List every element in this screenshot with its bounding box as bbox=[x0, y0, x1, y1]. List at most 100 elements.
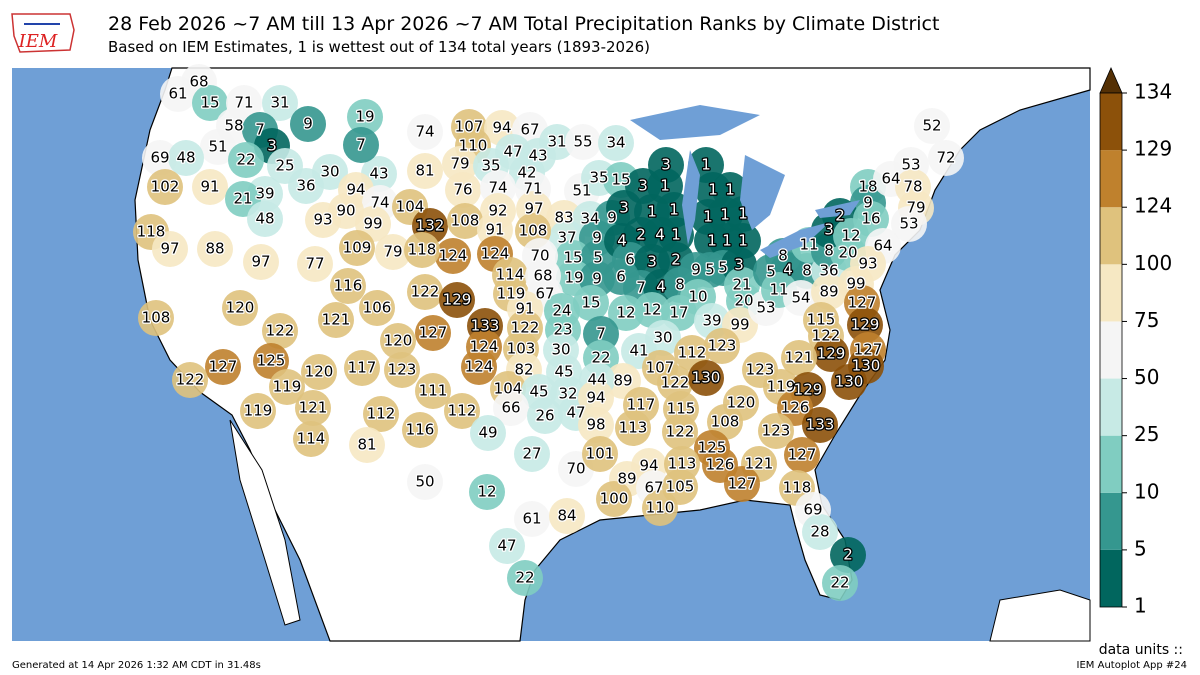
district-rank: 102 bbox=[151, 178, 180, 196]
district-rank: 3 bbox=[824, 221, 834, 239]
district-rank: 104 bbox=[396, 198, 425, 216]
district-rank: 53 bbox=[756, 299, 775, 317]
district-rank: 1 bbox=[738, 205, 748, 223]
district-rank: 68 bbox=[189, 73, 208, 91]
district-rank: 7 bbox=[636, 279, 646, 297]
district-rank: 8 bbox=[778, 247, 788, 265]
district bbox=[407, 153, 443, 189]
district-rank: 99 bbox=[846, 275, 865, 293]
colorbar-tick-label: 134 bbox=[1134, 80, 1172, 104]
district bbox=[344, 350, 380, 386]
district-rank: 48 bbox=[255, 210, 274, 228]
district-rank: 1 bbox=[671, 226, 681, 244]
logo-text: IEM bbox=[18, 31, 58, 52]
district bbox=[407, 464, 443, 500]
district-rank: 126 bbox=[781, 399, 810, 417]
district bbox=[192, 85, 228, 121]
district bbox=[606, 190, 642, 226]
district-rank: 11 bbox=[799, 236, 818, 254]
district-rank: 120 bbox=[727, 394, 756, 412]
district-rank: 3 bbox=[647, 253, 657, 271]
district-rank: 21 bbox=[233, 190, 252, 208]
district bbox=[297, 246, 333, 282]
district-rank: 9 bbox=[607, 209, 617, 227]
district-rank: 122 bbox=[176, 371, 205, 389]
district-rank: 118 bbox=[408, 241, 437, 259]
district-rank: 124 bbox=[465, 358, 494, 376]
colorbar-tick-label: 25 bbox=[1134, 422, 1159, 446]
district bbox=[928, 140, 964, 176]
district-rank: 21 bbox=[732, 276, 751, 294]
district-rank: 1 bbox=[707, 232, 717, 250]
district-rank: 121 bbox=[322, 311, 351, 329]
district-rank: 74 bbox=[415, 123, 434, 141]
district bbox=[914, 108, 950, 144]
district-rank: 19 bbox=[355, 108, 374, 126]
district-rank: 67 bbox=[520, 121, 539, 139]
district bbox=[445, 172, 481, 208]
district-rank: 123 bbox=[746, 361, 775, 379]
district-rank: 113 bbox=[668, 455, 697, 473]
district-rank: 69 bbox=[803, 501, 822, 519]
district-rank: 72 bbox=[936, 149, 955, 167]
district-rank: 70 bbox=[566, 460, 585, 478]
district-rank: 10 bbox=[688, 288, 707, 306]
colorbar-bin bbox=[1100, 321, 1122, 379]
district-rank: 5 bbox=[705, 261, 715, 279]
district-rank: 125 bbox=[257, 352, 286, 370]
district bbox=[197, 231, 233, 267]
district-rank: 66 bbox=[501, 399, 520, 417]
district-rank: 70 bbox=[530, 247, 549, 265]
district bbox=[514, 436, 550, 472]
district bbox=[493, 390, 529, 426]
district-rank: 64 bbox=[881, 170, 900, 188]
district-rank: 119 bbox=[497, 285, 526, 303]
district-rank: 82 bbox=[514, 361, 533, 379]
district-rank: 133 bbox=[471, 317, 500, 335]
colorbar-tick-label: 129 bbox=[1134, 137, 1172, 161]
district bbox=[549, 498, 585, 534]
district-rank: 2 bbox=[835, 207, 845, 225]
district-rank: 44 bbox=[587, 371, 606, 389]
district bbox=[192, 169, 228, 205]
district-rank: 9 bbox=[303, 115, 313, 133]
district-rank: 121 bbox=[299, 399, 328, 417]
district-rank: 7 bbox=[596, 325, 606, 343]
district-rank: 97 bbox=[251, 253, 270, 271]
lake-huron bbox=[740, 155, 785, 230]
district bbox=[447, 203, 483, 239]
district bbox=[802, 407, 838, 443]
district-rank: 119 bbox=[273, 378, 302, 396]
district-rank: 91 bbox=[485, 221, 504, 239]
district-rank: 120 bbox=[305, 363, 334, 381]
district bbox=[228, 142, 264, 178]
district-rank: 122 bbox=[812, 327, 841, 345]
district bbox=[784, 437, 820, 473]
district-rank: 107 bbox=[646, 359, 675, 377]
district bbox=[891, 206, 927, 242]
district-rank: 74 bbox=[488, 179, 507, 197]
district-rank: 20 bbox=[838, 244, 857, 262]
district bbox=[582, 436, 618, 472]
district-rank: 1 bbox=[720, 206, 730, 224]
district-rank: 67 bbox=[644, 479, 663, 497]
district-rank: 112 bbox=[367, 405, 396, 423]
district-rank: 130 bbox=[852, 357, 881, 375]
district bbox=[830, 537, 866, 573]
district-rank: 94 bbox=[492, 119, 511, 137]
district bbox=[147, 169, 183, 205]
district bbox=[688, 360, 724, 396]
units-label: data units :: bbox=[1099, 642, 1183, 658]
district-rank: 48 bbox=[176, 149, 195, 167]
lake-superior bbox=[630, 105, 760, 140]
district-rank: 84 bbox=[557, 507, 576, 525]
district bbox=[645, 320, 681, 356]
district-rank: 129 bbox=[794, 381, 823, 399]
colorbar-tick-label: 10 bbox=[1134, 479, 1159, 503]
district-rank: 120 bbox=[226, 299, 255, 317]
colorbar-tick-label: 5 bbox=[1134, 536, 1147, 560]
district bbox=[658, 217, 694, 253]
district-rank: 47 bbox=[566, 404, 585, 422]
district-rank: 114 bbox=[297, 430, 326, 448]
